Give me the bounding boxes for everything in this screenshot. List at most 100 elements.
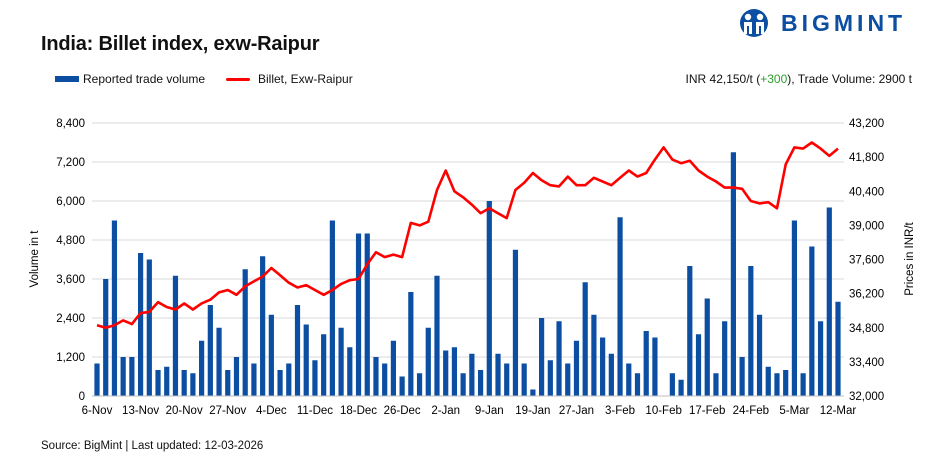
volume-bar <box>277 370 283 396</box>
volume-bar <box>695 334 702 396</box>
volume-bar <box>530 389 536 396</box>
volume-bar <box>329 220 335 396</box>
x-tick-label: 11-Dec <box>297 405 333 417</box>
volume-bar <box>556 321 562 396</box>
volume-bar <box>521 363 527 396</box>
volume-bar <box>791 220 798 396</box>
volume-bar <box>120 357 126 396</box>
volume-bar <box>495 353 501 396</box>
chart-title: India: Billet index, exw-Raipur <box>41 33 320 55</box>
x-tick-label: 20-Nov <box>166 405 203 417</box>
volume-bar <box>321 334 327 396</box>
x-tick-label: 6-Nov <box>82 405 113 417</box>
volume-bar <box>477 370 484 396</box>
volume-bar <box>303 324 309 396</box>
y-axis-title-right: Prices in INR/t <box>904 221 916 295</box>
volume-bar <box>809 246 815 396</box>
volume-bar <box>451 347 458 396</box>
volume-bar <box>129 357 135 396</box>
volume-bar <box>399 376 405 396</box>
volume-bar <box>155 370 161 396</box>
x-tick-label: 9-Jan <box>475 405 504 417</box>
volume-bar <box>242 269 248 396</box>
volume-bar <box>539 318 545 396</box>
volume-bar <box>416 373 423 396</box>
volume-bar <box>172 275 179 396</box>
volume-bar <box>826 207 832 396</box>
volume-bar <box>286 363 292 396</box>
volume-bar <box>434 275 440 396</box>
volume-bar <box>268 314 274 396</box>
legend-label-volume: Reported trade volume <box>83 72 206 86</box>
x-tick-label: 19-Jan <box>515 405 550 417</box>
legend-label-price: Billet, Exw-Raipur <box>258 72 353 86</box>
volume-bar <box>338 327 344 396</box>
legend-swatch-price <box>226 77 250 81</box>
volume-bar <box>504 363 510 396</box>
summary-price: INR 42,150/t ( <box>685 72 761 86</box>
x-tick-label: 13-Nov <box>122 405 159 417</box>
source-note: Source: BigMint | Last updated: 12-03-20… <box>41 440 264 452</box>
y-tick-label-right: 40,400 <box>849 186 884 198</box>
volume-bar <box>294 305 301 396</box>
volume-bar <box>678 379 684 396</box>
y-tick-label-right: 32,000 <box>849 391 884 403</box>
y-tick-label-left: 2,400 <box>56 313 85 325</box>
volume-bar <box>783 370 789 396</box>
volume-bar <box>469 353 475 396</box>
volume-bar <box>408 292 414 396</box>
volume-bar <box>582 282 588 396</box>
price-line <box>96 141 839 330</box>
x-tick-label: 27-Jan <box>559 405 594 417</box>
volume-bar <box>765 366 771 396</box>
y-tick-label-right: 33,400 <box>849 357 884 369</box>
volume-bar <box>722 321 728 396</box>
volume-bar <box>617 217 623 396</box>
volume-bar <box>608 353 614 396</box>
logo-icon <box>740 9 768 37</box>
volume-bar <box>216 327 222 396</box>
y-tick-label-right: 43,200 <box>849 118 884 130</box>
y-tick-label-left: 1,200 <box>56 352 85 364</box>
volume-bar <box>643 331 649 396</box>
volume-bar <box>425 327 431 396</box>
y-tick-label-right: 34,800 <box>849 323 884 335</box>
x-tick-label: 26-Dec <box>384 405 421 417</box>
y-tick-label-left: 0 <box>79 391 85 403</box>
volume-bar <box>382 363 388 396</box>
volume-bar <box>103 279 109 396</box>
volume-bar <box>739 357 745 396</box>
volume-bar <box>260 256 266 396</box>
volume-bar <box>591 314 597 396</box>
y-tick-label-left: 6,000 <box>56 196 85 208</box>
x-tick-label: 17-Feb <box>689 405 725 417</box>
volume-bar <box>669 373 675 396</box>
legend-item-volume: Reported trade volume <box>55 72 205 86</box>
volume-bar <box>835 301 841 396</box>
volume-bar <box>652 337 658 396</box>
volume-bar <box>443 350 449 396</box>
volume-bar <box>181 370 187 396</box>
volume-bar <box>713 373 719 396</box>
volume-bar <box>312 360 318 396</box>
volume-bar <box>756 314 763 396</box>
x-tick-label: 3-Feb <box>605 405 635 417</box>
volume-bar <box>730 152 736 396</box>
x-tick-label: 10-Feb <box>645 405 681 417</box>
price-summary: INR 42,150/t (+300), Trade Volume: 2900 … <box>686 72 912 86</box>
volume-bar <box>565 363 571 396</box>
volume-bar <box>225 370 231 396</box>
volume-bar <box>207 305 213 396</box>
y-tick-label-left: 4,800 <box>56 235 85 247</box>
y-tick-label-right: 36,200 <box>849 289 884 301</box>
bigmint-logo: BIGMINT <box>735 8 906 38</box>
volume-bar <box>347 347 353 396</box>
logo-text: BIGMINT <box>781 9 907 36</box>
volume-bar <box>774 373 780 396</box>
volume-bar <box>146 259 152 396</box>
x-tick-label: 24-Feb <box>733 405 769 417</box>
y-tick-label-right: 37,600 <box>849 255 884 267</box>
volume-bar <box>486 201 492 396</box>
volume-bar <box>573 340 580 396</box>
volume-bar <box>512 249 519 396</box>
